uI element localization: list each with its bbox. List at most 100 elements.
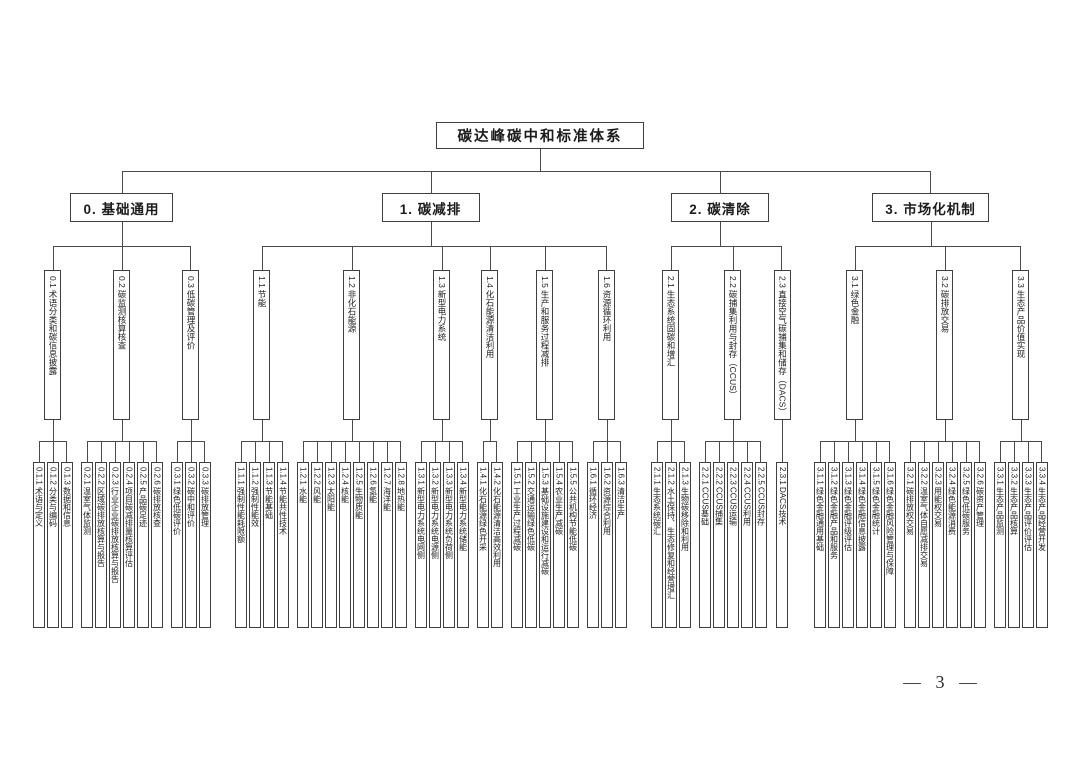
leaf-item: 2.1.2 水土保持、生态修复和经营增汇 [663,441,679,628]
category-item: 1.5 生产和服务过程减排 1.5.1 工业生产过程减碳 1.5.2 交通运输绿色低… [506,246,584,628]
leaf-item: 1.6.3 清洁生产 [612,441,628,628]
leaf-node: 3.1.4 绿色金融信息披露 [855,462,868,628]
leaf-item: 1.2.6 氢能 [365,441,381,628]
leaf-row: 3.3.1 生态产品监测 3.3.2 生态产品核算 3.3.3 生态产品评价评估 3.… [993,420,1049,628]
category-item: 1.3 新型电力系统 1.3.1 新型电力系统电网侧 1.3.2 新型电力系统电源侧… [410,246,474,628]
category-node: 1.2 非化石能源 [343,270,360,420]
leaf-item: 0.2.4 项目碳减排量核算评估 [121,441,137,628]
leaf-node: 3.2.2 温室气体自愿减排交易 [917,462,930,628]
category-node: 1.6 资源循环利用 [598,270,615,420]
leaf-item: 1.6.2 资源综合利用 [599,441,615,628]
leaf-item: 1.2.4 核能 [337,441,353,628]
branch-node: 0. 基础通用 [70,193,173,222]
leaf-node: 1.1.3 节能基础 [262,462,275,628]
branch-node: 2. 碳清除 [671,193,769,222]
category-node: 0.2 碳监测核算核查 [113,270,130,420]
leaf-row: 3.1.1 绿色金融通用基础 3.1.2 绿色金融产品和服务 3.1.3 绿色金融评… [813,420,897,628]
category-item: 3.3 生态产品价值实现 3.3.1 生态产品监测 3.3.2 生态产品核算 3.3.… [988,246,1052,628]
leaf-item: 3.1.5 绿色金融统计 [868,441,884,628]
category-node: 3.2 碳排放交易 [936,270,953,420]
leaf-node: 1.5.3 基础设施建设和运行减碳 [538,462,551,628]
leaf-row: 3.2.1 碳排放权交易 3.2.2 温室气体自愿减排交易 3.2.3 用能权交易 3… [903,420,987,628]
leaf-item: 1.5.3 基础设施建设和运行减碳 [537,441,553,628]
leaf-row: 1.4.1 化石能源绿色开采 1.4.2 化石能源清洁高效利用 [476,420,504,628]
standard-system-tree: 碳达峰碳中和标准体系 0. 基础通用 0.1 术语分类和碳信息披露 0.1.1 术语与… [19,122,1062,628]
leaf-item: 1.2.2 风能 [309,441,325,628]
category-item: 2.2 碳捕集利用与封存（CCUS） 2.2.1 CCUS基础 2.2.2 CCUS… [694,246,772,628]
leaf-node: 1.2.2 风能 [310,462,323,628]
leaf-item: 1.4.1 化石能源绿色开采 [476,441,491,628]
leaf-item: 1.1.2 强制性能效 [247,441,263,628]
leaf-node: 1.5.2 交通运输绿色低碳 [524,462,537,628]
leaf-item: 0.2.1 温室气体监测 [80,441,95,628]
leaf-node: 3.3.2 生态产品核算 [1007,462,1020,628]
leaf-row: 0.2.1 温室气体监测 0.2.2 区域碳排放核算与报告 0.2.3 行业企业碳排… [80,420,164,628]
leaf-node: 2.2.4 CCUS利用 [740,462,753,628]
leaf-node: 3.1.1 绿色金融通用基础 [813,462,826,628]
category-item: 0.2 碳监测核算核查 0.2.1 温室气体监测 0.2.2 区域碳排放核算与报告 0… [76,246,168,628]
branch-item: 0. 基础通用 0.1 术语分类和碳信息披露 0.1.1 术语与定义 0.1.2 分类… [21,171,224,628]
leaf-item: 0.1.3 数据和信息 [58,441,74,628]
leaf-item: 1.5.5 公共机构节能低碳 [564,441,580,628]
category-item: 1.1 节能 1.1.1 强制性能耗限额 1.1.2 强制性能效 1.1.3 节能基础… [231,246,294,628]
category-item: 0.1 术语分类和碳信息披露 0.1.1 术语与定义 0.1.2 分类与编码 0.1.… [29,246,78,628]
leaf-item: 1.5.4 农业生产减碳 [551,441,567,628]
leaf-node: 1.6.3 清洁生产 [614,462,627,628]
leaf-node: 3.2.4 绿色能源消费 [945,462,958,628]
leaf-item: 0.3.1 绿色低碳评价 [170,441,185,628]
leaf-item: 3.2.4 绿色能源消费 [944,441,960,628]
category-node: 3.3 生态产品价值实现 [1012,270,1029,420]
leaf-node: 1.2.4 核能 [338,462,351,628]
tree-root-level: 碳达峰碳中和标准体系 0. 基础通用 0.1 术语分类和碳信息披露 0.1.1 术语与… [19,122,1062,628]
leaf-item: 1.3.1 新型电力系统电网侧 [414,441,429,628]
category-node: 0.3 低碳管理及评价 [182,270,199,420]
leaf-item: 1.2.8 地热能 [392,441,408,628]
leaf-node: 1.2.6 氢能 [366,462,379,628]
leaf-node: 1.6.2 资源综合利用 [600,462,613,628]
leaf-node: 1.1.4 节能共性技术 [276,462,289,628]
category-node: 1.5 生产和服务过程减排 [536,270,553,420]
leaf-item: 1.2.5 生物质能 [351,441,367,628]
leaf-item: 1.1.3 节能基础 [261,441,277,628]
category-row: 2.1 生态系统固碳和增汇 2.1.1 生态系统碳汇 2.1.2 水土保持、生态修复… [647,222,794,628]
branch-node: 3. 市场化机制 [872,193,989,222]
category-item: 1.4 化石能源清洁利用 1.4.1 化石能源绿色开采 1.4.2 化石能源清洁高效… [472,246,508,628]
leaf-node: 0.1.1 术语与定义 [32,462,45,628]
root-node: 碳达峰碳中和标准体系 [436,122,644,149]
leaf-item: 3.3.4 生态产品经营开发 [1033,441,1049,628]
leaf-node: 1.1.2 强制性能效 [248,462,261,628]
leaf-node: 1.5.1 工业生产过程减碳 [510,462,523,628]
leaf-item: 1.5.2 交通运输绿色低碳 [523,441,539,628]
leaf-row: 1.2.1 水能 1.2.2 风能 1.2.3 太阳能 1.2.4 核能 1.2.5 生… [296,420,408,628]
category-item: 2.3 直接空气碳捕集和储存（DACS） 2.3.1 DACS技术 [769,246,794,628]
leaf-item: 3.1.2 绿色金融产品和服务 [826,441,842,628]
leaf-node: 2.3.1 DACS技术 [776,462,788,628]
leaf-node: 2.2.5 CCUS封存 [754,462,767,628]
leaf-node: 0.2.4 项目碳减排量核算评估 [122,462,135,628]
category-node: 2.3 直接空气碳捕集和储存（DACS） [773,270,791,420]
leaf-item: 2.3.1 DACS技术 [775,441,789,628]
leaf-node: 1.4.1 化石能源绿色开采 [476,462,489,628]
category-row: 3.1 绿色金融 3.1.1 绿色金融通用基础 3.1.2 绿色金融产品和服务 3.1… [810,222,1052,628]
leaf-item: 3.2.1 碳排放权交易 [903,441,918,628]
leaf-node: 2.2.2 CCUS捕集 [712,462,725,628]
leaf-node: 2.1.2 水土保持、生态修复和经营增汇 [664,462,677,628]
leaf-item: 3.2.3 用能权交易 [930,441,946,628]
leaf-item: 0.2.6 碳排放核查 [148,441,164,628]
leaf-node: 1.2.5 生物质能 [352,462,365,628]
category-item: 0.3 低碳管理及评价 0.3.1 绿色低碳评价 0.3.2 碳中和评价 0.3.3 … [165,246,215,628]
leaf-row: 1.1.1 强制性能耗限额 1.1.2 强制性能效 1.1.3 节能基础 1.1.4 … [234,420,290,628]
leaf-item: 1.2.1 水能 [296,441,311,628]
leaf-item: 1.3.3 新型电力系统负荷侧 [441,441,457,628]
branch-item: 3. 市场化机制 3.1 绿色金融 3.1.1 绿色金融通用基础 3.1.2 绿色金融… [800,171,1060,628]
leaf-item: 2.1.3 生物碳移除和利用 [676,441,692,628]
branch-node: 1. 碳减排 [381,193,480,222]
leaf-node: 1.5.4 农业生产减碳 [552,462,565,628]
category-item: 3.1 绿色金融 3.1.1 绿色金融通用基础 3.1.2 绿色金融产品和服务 3.1… [810,246,901,628]
leaf-item: 2.2.3 CCUS运输 [725,441,741,628]
leaf-node: 3.3.1 生态产品监测 [993,462,1006,628]
leaf-item: 1.1.1 强制性能耗限额 [234,441,249,628]
leaf-node: 2.1.1 生态系统碳汇 [650,462,663,628]
leaf-node: 3.1.3 绿色金融评级评估 [841,462,854,628]
leaf-item: 2.2.4 CCUS利用 [739,441,755,628]
